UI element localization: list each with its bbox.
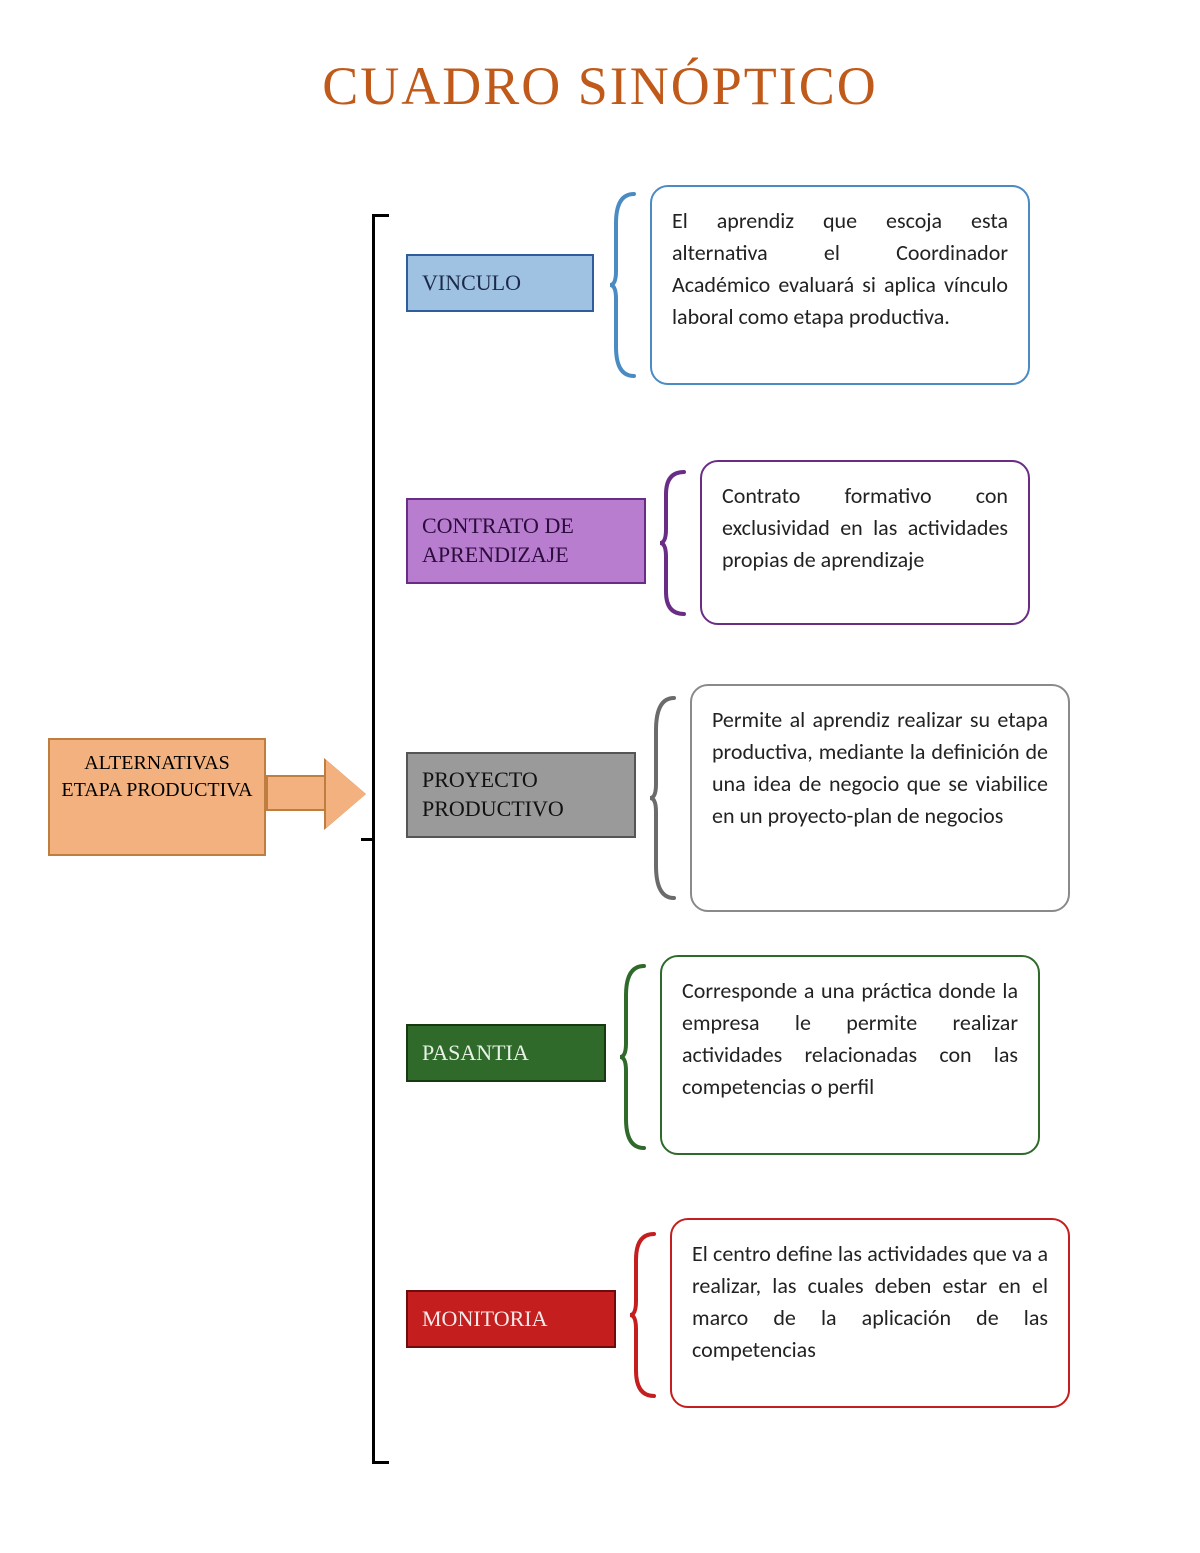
description-box: Permite al aprendiz realizar su etapa pr… [690,684,1070,912]
brace-icon [608,190,638,380]
description-box: El centro define las actividades que va … [670,1218,1070,1408]
brace-icon [628,1230,658,1400]
page-title: CUADRO SINÓPTICO [0,55,1200,117]
brace-icon [648,694,678,902]
node-box: PROYECTO PRODUCTIVO [406,752,636,838]
node-box: CONTRATO DE APRENDIZAJE [406,498,646,584]
brace-icon [658,468,688,618]
main-bracket-icon [372,214,375,1464]
node-box: VINCULO [406,254,594,312]
brace-icon [618,962,648,1152]
description-box: Contrato formativo con exclusividad en l… [700,460,1030,625]
root-box: ALTERNATIVAS ETAPA PRODUCTIVA [48,738,266,856]
node-box: MONITORIA [406,1290,616,1348]
description-box: El aprendiz que escoja esta alternativa … [650,185,1030,385]
description-box: Corresponde a una práctica donde la empr… [660,955,1040,1155]
node-box: PASANTIA [406,1024,606,1082]
